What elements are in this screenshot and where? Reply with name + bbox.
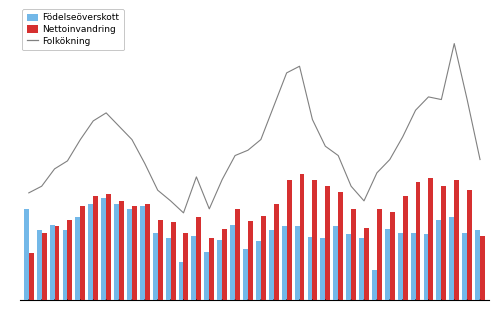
Bar — [312, 179, 317, 300]
Bar — [287, 179, 291, 300]
Bar — [192, 236, 197, 300]
Bar — [377, 209, 382, 300]
Bar — [480, 236, 485, 300]
Bar — [248, 221, 253, 300]
Bar — [333, 226, 338, 300]
Bar — [179, 262, 183, 300]
Bar — [385, 229, 390, 300]
Bar — [351, 209, 356, 300]
Bar — [308, 237, 312, 300]
Bar — [372, 270, 377, 300]
Bar — [321, 238, 326, 300]
Bar — [24, 209, 29, 300]
Bar — [390, 212, 395, 300]
Bar — [145, 203, 150, 300]
Bar — [63, 230, 68, 300]
Bar — [88, 203, 93, 300]
Bar — [101, 198, 106, 300]
Bar — [29, 253, 34, 300]
Bar — [475, 230, 480, 300]
Bar — [127, 209, 132, 300]
Bar — [403, 196, 408, 300]
Bar — [441, 186, 446, 300]
Bar — [140, 206, 145, 300]
Bar — [282, 226, 287, 300]
Legend: Födelseöverskott, Nettoinvandring, Folkökning: Födelseöverskott, Nettoinvandring, Folkö… — [22, 9, 124, 51]
Bar — [93, 196, 98, 300]
Bar — [261, 216, 266, 300]
Bar — [454, 179, 459, 300]
Bar — [230, 225, 235, 300]
Bar — [256, 241, 261, 300]
Bar — [411, 233, 415, 300]
Bar — [197, 217, 201, 300]
Bar — [158, 220, 163, 300]
Bar — [269, 230, 274, 300]
Bar — [209, 238, 214, 300]
Bar — [76, 217, 81, 300]
Bar — [359, 238, 364, 300]
Bar — [68, 220, 72, 300]
Bar — [81, 206, 85, 300]
Bar — [346, 234, 351, 300]
Bar — [106, 194, 111, 300]
Bar — [165, 238, 170, 300]
Bar — [437, 220, 441, 300]
Bar — [235, 209, 240, 300]
Bar — [326, 186, 330, 300]
Bar — [183, 233, 188, 300]
Bar — [428, 178, 433, 300]
Bar — [217, 240, 222, 300]
Bar — [398, 233, 403, 300]
Bar — [205, 251, 209, 300]
Bar — [222, 229, 227, 300]
Bar — [54, 226, 59, 300]
Bar — [467, 190, 472, 300]
Bar — [364, 227, 369, 300]
Bar — [243, 249, 248, 300]
Bar — [423, 234, 428, 300]
Bar — [50, 225, 54, 300]
Bar — [114, 203, 119, 300]
Bar — [415, 182, 420, 300]
Bar — [274, 203, 279, 300]
Bar — [37, 230, 41, 300]
Bar — [153, 233, 158, 300]
Bar — [119, 201, 124, 300]
Bar — [462, 233, 467, 300]
Bar — [170, 222, 175, 300]
Bar — [338, 192, 343, 300]
Bar — [299, 174, 304, 300]
Bar — [132, 206, 137, 300]
Bar — [41, 233, 46, 300]
Bar — [450, 217, 454, 300]
Bar — [294, 226, 299, 300]
